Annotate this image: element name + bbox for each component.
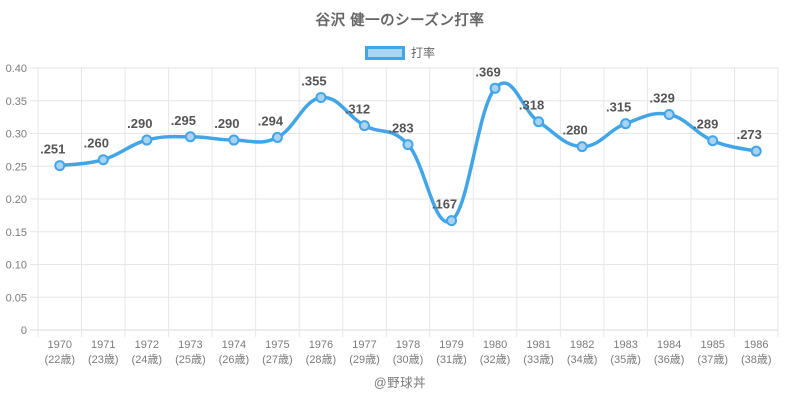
data-point-label: .260 xyxy=(84,136,109,151)
data-point[interactable] xyxy=(228,134,240,146)
data-point-label: .294 xyxy=(258,113,284,128)
data-point[interactable] xyxy=(402,139,414,151)
chart-title: 谷沢 健一のシーズン打率 xyxy=(315,13,485,29)
data-point[interactable] xyxy=(97,154,109,166)
data-point[interactable] xyxy=(750,145,762,157)
data-point-label: .318 xyxy=(519,98,544,113)
data-point-label: .369 xyxy=(475,64,500,79)
data-point[interactable] xyxy=(533,116,545,128)
y-axis-tick-label: 0.10 xyxy=(6,260,27,272)
x-axis-year-label: 1975 xyxy=(265,339,289,351)
y-axis-tick-label: 0 xyxy=(21,325,27,337)
data-point[interactable] xyxy=(358,120,370,132)
legend-item[interactable]: 打率 xyxy=(0,44,800,61)
x-axis-age-label: (28歳) xyxy=(306,353,337,366)
y-axis-tick-label: 0.15 xyxy=(6,227,27,239)
y-axis-tick-label: 0.05 xyxy=(6,292,27,304)
data-point-label: .312 xyxy=(345,102,370,117)
x-axis-year-label: 1978 xyxy=(396,339,420,351)
x-axis-age-label: (29歳) xyxy=(349,353,380,366)
x-axis-age-label: (32歳) xyxy=(480,353,511,366)
data-point-label: .355 xyxy=(301,73,326,88)
x-axis-age-label: (26歳) xyxy=(219,353,250,366)
x-axis-age-label: (33歳) xyxy=(523,353,554,366)
x-axis-age-label: (37歳) xyxy=(697,353,728,366)
x-axis-age-label: (25歳) xyxy=(175,353,206,366)
data-point[interactable] xyxy=(707,135,719,147)
data-point-label: .280 xyxy=(562,123,587,138)
x-axis-age-label: (36歳) xyxy=(654,353,685,366)
data-point-label: .290 xyxy=(127,116,152,131)
y-axis-tick-label: 0.25 xyxy=(6,161,27,173)
x-axis-year-label: 1976 xyxy=(309,339,333,351)
data-point-label: .167 xyxy=(432,197,457,212)
x-axis-year-label: 1971 xyxy=(91,339,115,351)
x-axis-year-label: 1970 xyxy=(48,339,72,351)
data-point-label: .289 xyxy=(693,117,718,132)
data-point[interactable] xyxy=(184,131,196,143)
x-axis-year-label: 1972 xyxy=(135,339,159,351)
x-axis-age-label: (24歳) xyxy=(132,353,163,366)
x-axis-year-label: 1983 xyxy=(613,339,637,351)
x-axis-year-label: 1973 xyxy=(178,339,202,351)
legend-swatch xyxy=(364,45,405,60)
data-point[interactable] xyxy=(489,82,501,94)
x-axis-age-label: (27歳) xyxy=(262,353,293,366)
watermark: @野球丼 xyxy=(373,376,427,390)
x-axis-age-label: (34歳) xyxy=(567,353,598,366)
data-point-label: .283 xyxy=(388,121,413,136)
x-axis-year-label: 1981 xyxy=(526,339,550,351)
y-axis-tick-label: 0.20 xyxy=(6,194,27,206)
data-point-label: .290 xyxy=(214,116,239,131)
data-point-label: .329 xyxy=(650,91,675,106)
x-axis-age-label: (38歳) xyxy=(741,353,772,366)
y-axis-tick-label: 0.35 xyxy=(6,96,27,108)
x-axis-year-label: 1984 xyxy=(657,339,681,351)
data-point[interactable] xyxy=(663,109,675,121)
x-axis-year-label: 1977 xyxy=(352,339,376,351)
data-point-label: .315 xyxy=(606,100,631,115)
data-point[interactable] xyxy=(141,134,153,146)
x-axis-year-label: 1979 xyxy=(439,339,463,351)
x-axis-age-label: (35歳) xyxy=(610,353,641,366)
x-axis-year-label: 1974 xyxy=(222,339,246,351)
x-axis-year-label: 1982 xyxy=(570,339,594,351)
data-point[interactable] xyxy=(271,131,283,143)
y-axis-tick-label: 0.40 xyxy=(6,63,27,75)
x-axis-age-label: (22歳) xyxy=(44,353,75,366)
data-point[interactable] xyxy=(620,118,632,130)
data-point-label: .295 xyxy=(171,113,196,128)
x-axis-year-label: 1980 xyxy=(483,339,507,351)
legend-label: 打率 xyxy=(410,46,435,60)
x-axis-age-label: (30歳) xyxy=(393,353,424,366)
data-point-label: .251 xyxy=(40,142,65,157)
y-axis-tick-label: 0.30 xyxy=(6,129,27,141)
data-point[interactable] xyxy=(576,141,588,153)
x-axis-year-label: 1986 xyxy=(744,339,768,351)
data-point-label: .273 xyxy=(737,127,762,142)
data-point[interactable] xyxy=(446,215,458,227)
x-axis-age-label: (31歳) xyxy=(436,353,467,366)
data-point[interactable] xyxy=(54,160,66,172)
x-axis-year-label: 1985 xyxy=(700,339,724,351)
data-point[interactable] xyxy=(315,91,327,103)
x-axis-age-label: (23歳) xyxy=(88,353,119,366)
